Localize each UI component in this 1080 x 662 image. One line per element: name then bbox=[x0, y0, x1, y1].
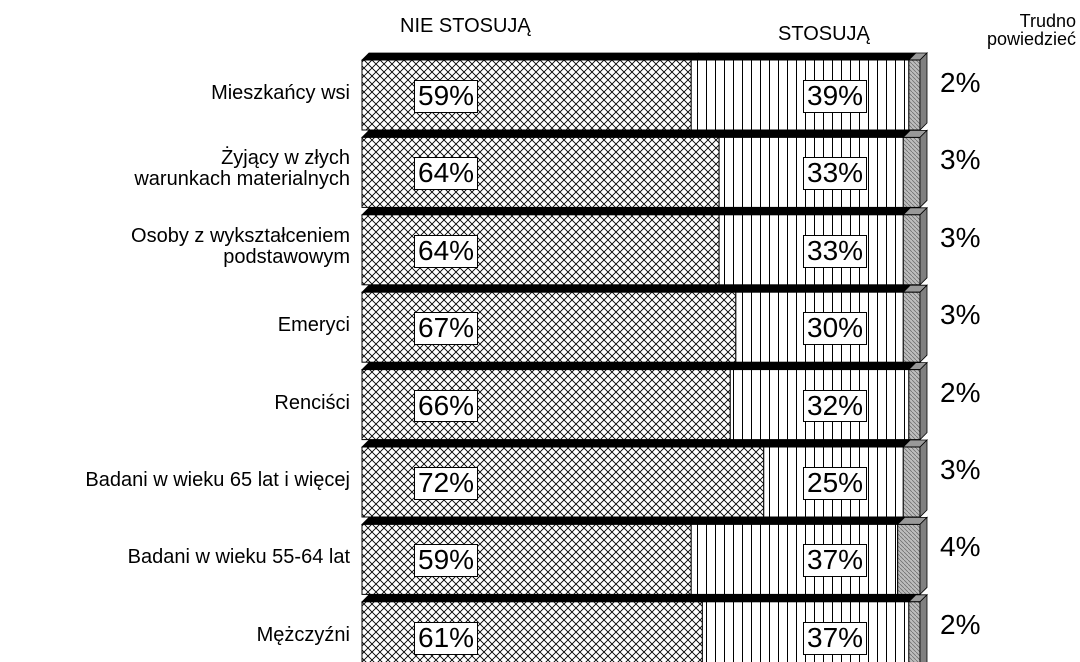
value-label: 2% bbox=[940, 376, 981, 408]
bar-top bbox=[734, 284, 912, 293]
value-label: 37% bbox=[803, 544, 868, 578]
bar-top bbox=[701, 594, 917, 603]
bar-side bbox=[919, 361, 928, 441]
value-label: 3% bbox=[940, 221, 981, 253]
bar-top bbox=[361, 284, 744, 293]
bar-segment bbox=[897, 523, 921, 595]
bar-segment bbox=[361, 59, 692, 131]
value-label: 3% bbox=[940, 144, 981, 176]
bar-top bbox=[361, 439, 772, 448]
value-label: 2% bbox=[940, 608, 981, 640]
value-label: 66% bbox=[414, 389, 479, 423]
bar-segment bbox=[902, 136, 921, 208]
bar-side bbox=[919, 516, 928, 596]
bar-top bbox=[690, 517, 906, 525]
bar-segment bbox=[902, 214, 921, 286]
value-label: 3% bbox=[940, 299, 981, 331]
value-label: 59% bbox=[414, 80, 479, 113]
bar-top bbox=[361, 362, 739, 371]
bar-segment bbox=[690, 59, 910, 131]
bar-segment bbox=[902, 291, 921, 363]
value-label: 72% bbox=[414, 467, 479, 500]
value-label: 30% bbox=[803, 312, 868, 345]
legend-label: Trudno powiedzieć bbox=[986, 11, 1076, 49]
value-label: 61% bbox=[414, 621, 479, 655]
bar-segment bbox=[902, 446, 921, 518]
bar-side bbox=[919, 593, 928, 662]
value-label: 32% bbox=[803, 389, 868, 423]
legend-label: NIE STOSUJĄ bbox=[400, 15, 531, 37]
category-label: Renciści bbox=[274, 391, 350, 414]
bar-side bbox=[919, 284, 928, 364]
bar-top bbox=[690, 52, 917, 61]
value-label: 59% bbox=[414, 544, 479, 578]
category-label: Osoby z wykształceniem podstawowym bbox=[131, 224, 350, 268]
bar-top bbox=[729, 362, 917, 371]
category-label: Badani w wieku 55-64 lat bbox=[127, 546, 350, 569]
category-label: Żyjący w złych warunkach materialnych bbox=[134, 147, 350, 191]
bar-top bbox=[718, 129, 912, 138]
bar-top bbox=[361, 52, 700, 61]
value-label: 64% bbox=[414, 234, 479, 268]
value-label: 25% bbox=[803, 467, 868, 500]
category-label: Emeryci bbox=[277, 314, 350, 337]
bar-segment bbox=[908, 601, 921, 662]
category-label: Mężczyźni bbox=[256, 623, 350, 646]
bar-top bbox=[361, 207, 728, 216]
value-label: 39% bbox=[803, 80, 868, 113]
bar-side bbox=[919, 206, 928, 286]
bar-side bbox=[919, 52, 928, 131]
value-label: 33% bbox=[803, 157, 868, 191]
bar-top bbox=[361, 594, 711, 603]
bar-top bbox=[361, 517, 700, 525]
value-label: 3% bbox=[940, 454, 981, 485]
bar-segment bbox=[361, 523, 692, 595]
value-label: 4% bbox=[940, 531, 981, 563]
value-label: 64% bbox=[414, 157, 479, 191]
value-label: 37% bbox=[803, 621, 868, 655]
value-label: 2% bbox=[940, 67, 981, 98]
bar-side bbox=[919, 439, 928, 518]
value-label: 33% bbox=[803, 234, 868, 268]
category-label: Badani w wieku 65 lat i więcej bbox=[85, 469, 350, 491]
bar-top bbox=[718, 207, 912, 216]
bar-side bbox=[919, 129, 928, 209]
bar-segment bbox=[908, 59, 921, 131]
legend-label: STOSUJĄ bbox=[778, 23, 870, 45]
value-label: 67% bbox=[414, 312, 479, 345]
category-label: Mieszkańcy wsi bbox=[211, 82, 350, 104]
bar-top bbox=[762, 439, 912, 448]
bar-top bbox=[361, 129, 728, 138]
bar-segment bbox=[908, 369, 921, 441]
